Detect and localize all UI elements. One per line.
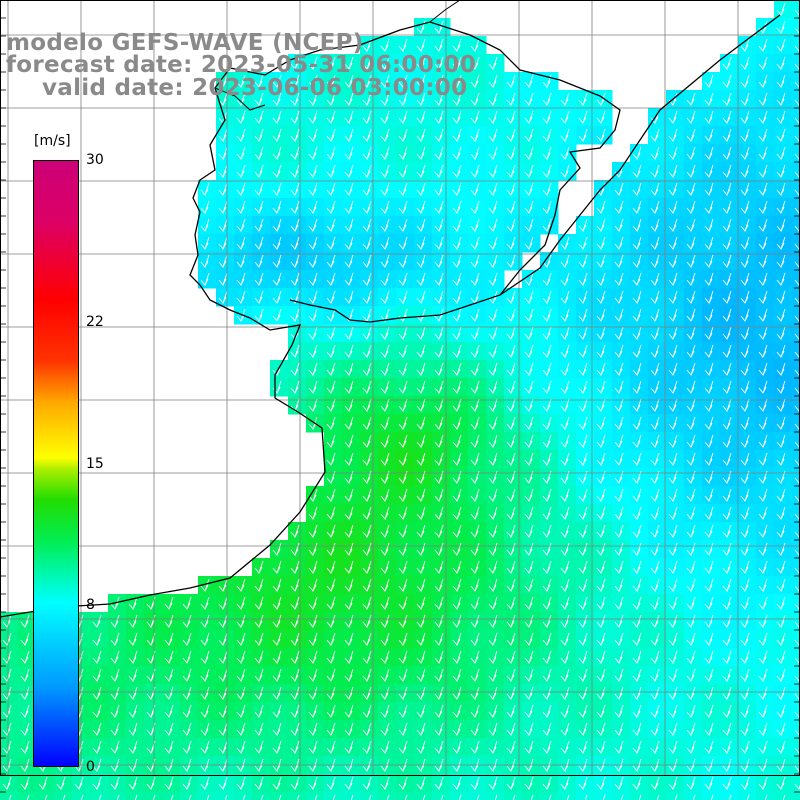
coastline-east [499,14,781,296]
colorbar-tick-label: 22 [86,313,104,330]
model-title: modelo GEFS-WAVE (NCEP) [6,30,364,56]
colorbar-tick-label: 30 [86,152,104,168]
border-line [214,0,461,111]
colorbar-tick-label: 0 [86,759,95,775]
valid-date: valid date: 2023-06-06 03:00:00 [42,75,468,101]
forecast-date: forecast date: 2023-05-31 06:00:00 [6,52,477,78]
colorbar [33,160,79,767]
colorbar-tick-label: 8 [86,597,95,614]
colorbar-tick-label: 15 [86,455,104,472]
coastline [0,21,621,618]
colorbar-unit: [m/s] [34,133,71,149]
